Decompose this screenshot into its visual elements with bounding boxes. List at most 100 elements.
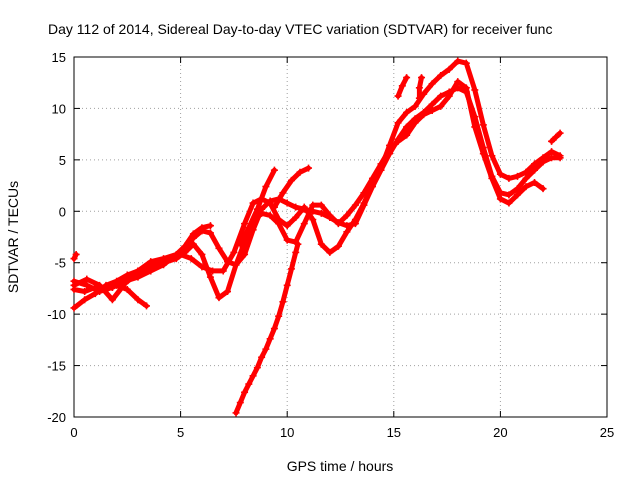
data-point-marker xyxy=(83,281,91,289)
data-point-marker xyxy=(531,160,539,168)
data-point-marker xyxy=(275,312,283,320)
data-point-marker xyxy=(496,170,504,178)
plot-frame xyxy=(73,56,608,418)
data-point-marker xyxy=(488,174,496,182)
data-point-marker xyxy=(81,296,89,304)
data-point-marker xyxy=(258,209,266,217)
data-point-marker xyxy=(317,209,325,217)
data-point-marker xyxy=(206,222,214,230)
series-line-track-h xyxy=(271,165,311,210)
y-tick-label: -5 xyxy=(54,256,66,271)
data-point-marker xyxy=(283,281,291,289)
data-point-marker xyxy=(292,203,300,211)
data-point-marker xyxy=(415,84,423,92)
data-point-marker xyxy=(121,277,129,285)
data-point-marker xyxy=(539,154,547,162)
data-point-marker xyxy=(270,203,278,211)
data-point-marker xyxy=(471,123,479,131)
x-tick-label: 25 xyxy=(600,425,614,440)
data-point-marker xyxy=(108,296,116,304)
data-point-marker xyxy=(70,285,78,293)
series-line-track-f xyxy=(233,241,301,416)
data-point-marker xyxy=(258,353,266,361)
data-point-marker xyxy=(445,65,453,73)
data-point-marker xyxy=(147,267,155,275)
data-point-marker xyxy=(394,137,402,145)
data-point-marker xyxy=(548,148,556,156)
data-point-marker xyxy=(187,255,195,263)
data-point-marker xyxy=(279,189,287,197)
data-point-marker xyxy=(123,285,131,293)
y-axis-label: SDTVAR / TECUs xyxy=(5,181,21,293)
x-tick-label: 15 xyxy=(387,425,401,440)
data-point-marker xyxy=(377,164,385,172)
data-point-marker xyxy=(134,296,142,304)
data-point-marker xyxy=(552,133,560,141)
data-point-marker xyxy=(351,216,359,224)
y-tick-label: 10 xyxy=(52,101,66,116)
data-point-marker xyxy=(418,74,426,82)
chart-title: Day 112 of 2014, Sidereal Day-to-day VTE… xyxy=(48,21,552,37)
data-point-marker xyxy=(283,236,291,244)
data-point-marker xyxy=(296,168,304,176)
data-point-marker xyxy=(292,248,300,256)
data-point-marker xyxy=(428,80,436,88)
data-point-marker xyxy=(198,250,206,258)
y-tick-label: 0 xyxy=(59,204,66,219)
data-point-marker xyxy=(403,123,411,131)
data-point-marker xyxy=(394,92,402,100)
data-point-marker xyxy=(317,240,325,248)
data-point-marker xyxy=(317,201,325,209)
data-point-marker xyxy=(428,100,436,108)
data-point-marker xyxy=(294,240,302,248)
data-point-marker xyxy=(403,109,411,117)
data-point-marker xyxy=(556,152,564,160)
data-point-marker xyxy=(236,240,244,248)
data-point-marker xyxy=(522,174,530,182)
data-point-marker xyxy=(454,57,462,65)
data-point-marker xyxy=(253,205,261,213)
data-point-marker xyxy=(249,372,257,380)
data-point-marker xyxy=(531,166,539,174)
series-line-track-a xyxy=(71,85,563,294)
data-point-marker xyxy=(334,220,342,228)
data-point-marker xyxy=(253,364,261,372)
data-point-marker xyxy=(471,86,479,94)
data-point-marker xyxy=(522,168,530,176)
data-point-marker xyxy=(300,203,308,211)
data-point-marker xyxy=(539,185,547,193)
data-point-marker xyxy=(198,224,206,232)
data-point-marker xyxy=(513,191,521,199)
data-point-marker xyxy=(437,102,445,110)
data-point-marker xyxy=(215,244,223,252)
data-point-marker xyxy=(496,195,504,203)
data-point-marker xyxy=(245,224,253,232)
data-point-marker xyxy=(292,213,300,221)
data-point-marker xyxy=(262,345,270,353)
data-point-marker xyxy=(309,201,317,209)
data-point-marker xyxy=(479,121,487,129)
data-point-marker xyxy=(488,152,496,160)
data-point-marker xyxy=(462,59,470,67)
data-point-marker xyxy=(309,216,317,224)
y-tick-label: 15 xyxy=(52,50,66,65)
data-point-marker xyxy=(172,250,180,258)
series-line-track-e xyxy=(109,223,213,290)
data-point-marker xyxy=(305,164,313,172)
data-point-marker xyxy=(462,84,470,92)
data-point-marker xyxy=(134,273,142,281)
data-point-marker xyxy=(70,255,78,263)
data-point-marker xyxy=(437,92,445,100)
data-point-marker xyxy=(232,409,240,417)
y-tick-label: -20 xyxy=(47,410,66,425)
data-point-marker xyxy=(386,141,394,149)
data-point-marker xyxy=(368,181,376,189)
data-point-marker xyxy=(81,288,89,296)
x-tick-label: 5 xyxy=(177,425,184,440)
data-point-marker xyxy=(236,399,244,407)
data-point-marker xyxy=(102,285,110,293)
data-point-marker xyxy=(326,211,334,219)
data-point-marker xyxy=(189,230,197,238)
data-point-marker xyxy=(531,178,539,186)
